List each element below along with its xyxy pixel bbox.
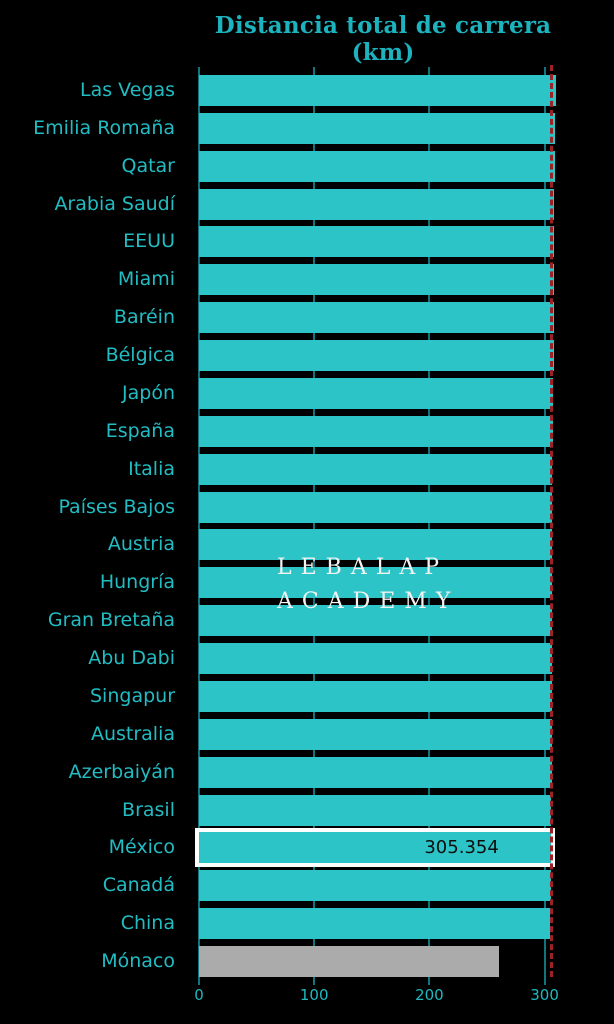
category-label: Azerbaiyán [68, 760, 175, 783]
bar [199, 264, 555, 296]
category-label: Japón [122, 381, 175, 404]
bar [199, 946, 499, 977]
bar-value-label: 305.354 [424, 837, 499, 859]
category-label: Bélgica [105, 344, 175, 367]
bar [199, 718, 552, 750]
bar-row: Japón [0, 377, 554, 409]
bar [199, 643, 552, 675]
bar-row: México 305.354 [0, 828, 555, 868]
category-label: Países Bajos [58, 495, 175, 518]
bar-row: Baréin [0, 302, 555, 334]
category-label: Canadá [102, 874, 175, 897]
x-axis-tick-label: 0 [194, 986, 204, 1004]
bar [199, 453, 553, 485]
bar-row: Bélgica [0, 340, 554, 372]
category-label: Brasil [122, 798, 175, 821]
bar [199, 908, 551, 940]
x-gridline [313, 67, 316, 985]
bar-row: Qatar [0, 150, 555, 182]
bar [199, 415, 553, 447]
bar-row: Italia [0, 453, 553, 485]
bar [199, 605, 552, 637]
category-label: China [120, 912, 175, 935]
bar-row: Miami [0, 264, 555, 296]
category-label: Miami [117, 268, 175, 291]
bar [199, 870, 551, 902]
bar [199, 226, 555, 258]
category-label: Hungría [99, 571, 175, 594]
bar-row: EEUU [0, 226, 555, 258]
category-label: EEUU [123, 230, 175, 253]
bar-row: Australia [0, 718, 552, 750]
bar [199, 188, 555, 220]
bar [199, 567, 552, 599]
category-label: España [105, 419, 175, 442]
chart-title: Distancia total de carrera (km) [214, 12, 552, 66]
bar-row: Emilia Romaña [0, 112, 555, 144]
watermark-line1: LEBALAP [277, 555, 449, 580]
category-label: Arabia Saudí [54, 192, 175, 215]
x-gridline [198, 67, 200, 985]
bar-row: Brasil [0, 794, 552, 826]
category-label: Austria [107, 533, 175, 556]
watermark-line2: ACADEMY [277, 589, 460, 614]
reference-line-dashed [549, 65, 553, 977]
bar [199, 302, 555, 334]
category-label: Gran Bretaña [47, 609, 175, 632]
bar-row: Austria [0, 529, 552, 561]
x-axis-tick-label: 200 [415, 986, 444, 1004]
bar-row: Abu Dabi [0, 643, 552, 675]
bar-row: Singapur [0, 680, 552, 712]
bar [199, 794, 552, 826]
x-gridline [543, 67, 546, 985]
bar [199, 529, 552, 561]
bar [199, 112, 555, 144]
category-label: México [108, 836, 175, 859]
category-label: Australia [90, 722, 175, 745]
bar [199, 340, 554, 372]
category-label: Qatar [121, 154, 175, 177]
bar [199, 150, 555, 182]
bar-row: Países Bajos [0, 491, 553, 523]
bar-row: China [0, 908, 551, 940]
x-gridline [428, 67, 431, 985]
bar-row: España [0, 415, 553, 447]
bar-row: Arabia Saudí [0, 188, 555, 220]
bar [199, 756, 552, 788]
category-label: Mónaco [101, 950, 175, 972]
bar [199, 491, 553, 523]
bar [199, 377, 554, 409]
bar-row: Mónaco [0, 946, 499, 977]
bar-row: Hungría [0, 567, 552, 599]
watermark: LEBALAP ACADEMY [277, 551, 459, 619]
bar [199, 680, 552, 712]
bar-row: Canadá [0, 870, 551, 902]
category-label: Baréin [113, 306, 175, 329]
bar [199, 75, 557, 106]
bar-row: Las Vegas [0, 75, 557, 106]
x-axis-tick-label: 300 [530, 986, 559, 1004]
x-axis-tick-label: 100 [299, 986, 329, 1004]
category-label: Italia [128, 457, 175, 480]
category-label: Las Vegas [80, 79, 175, 101]
bar-row: Gran Bretaña [0, 605, 552, 637]
category-label: Abu Dabi [88, 647, 175, 670]
category-label: Singapur [90, 684, 175, 707]
highlighted-bar: 305.354 [195, 828, 555, 868]
bar-row: Azerbaiyán [0, 756, 552, 788]
category-label: Emilia Romaña [33, 116, 175, 139]
